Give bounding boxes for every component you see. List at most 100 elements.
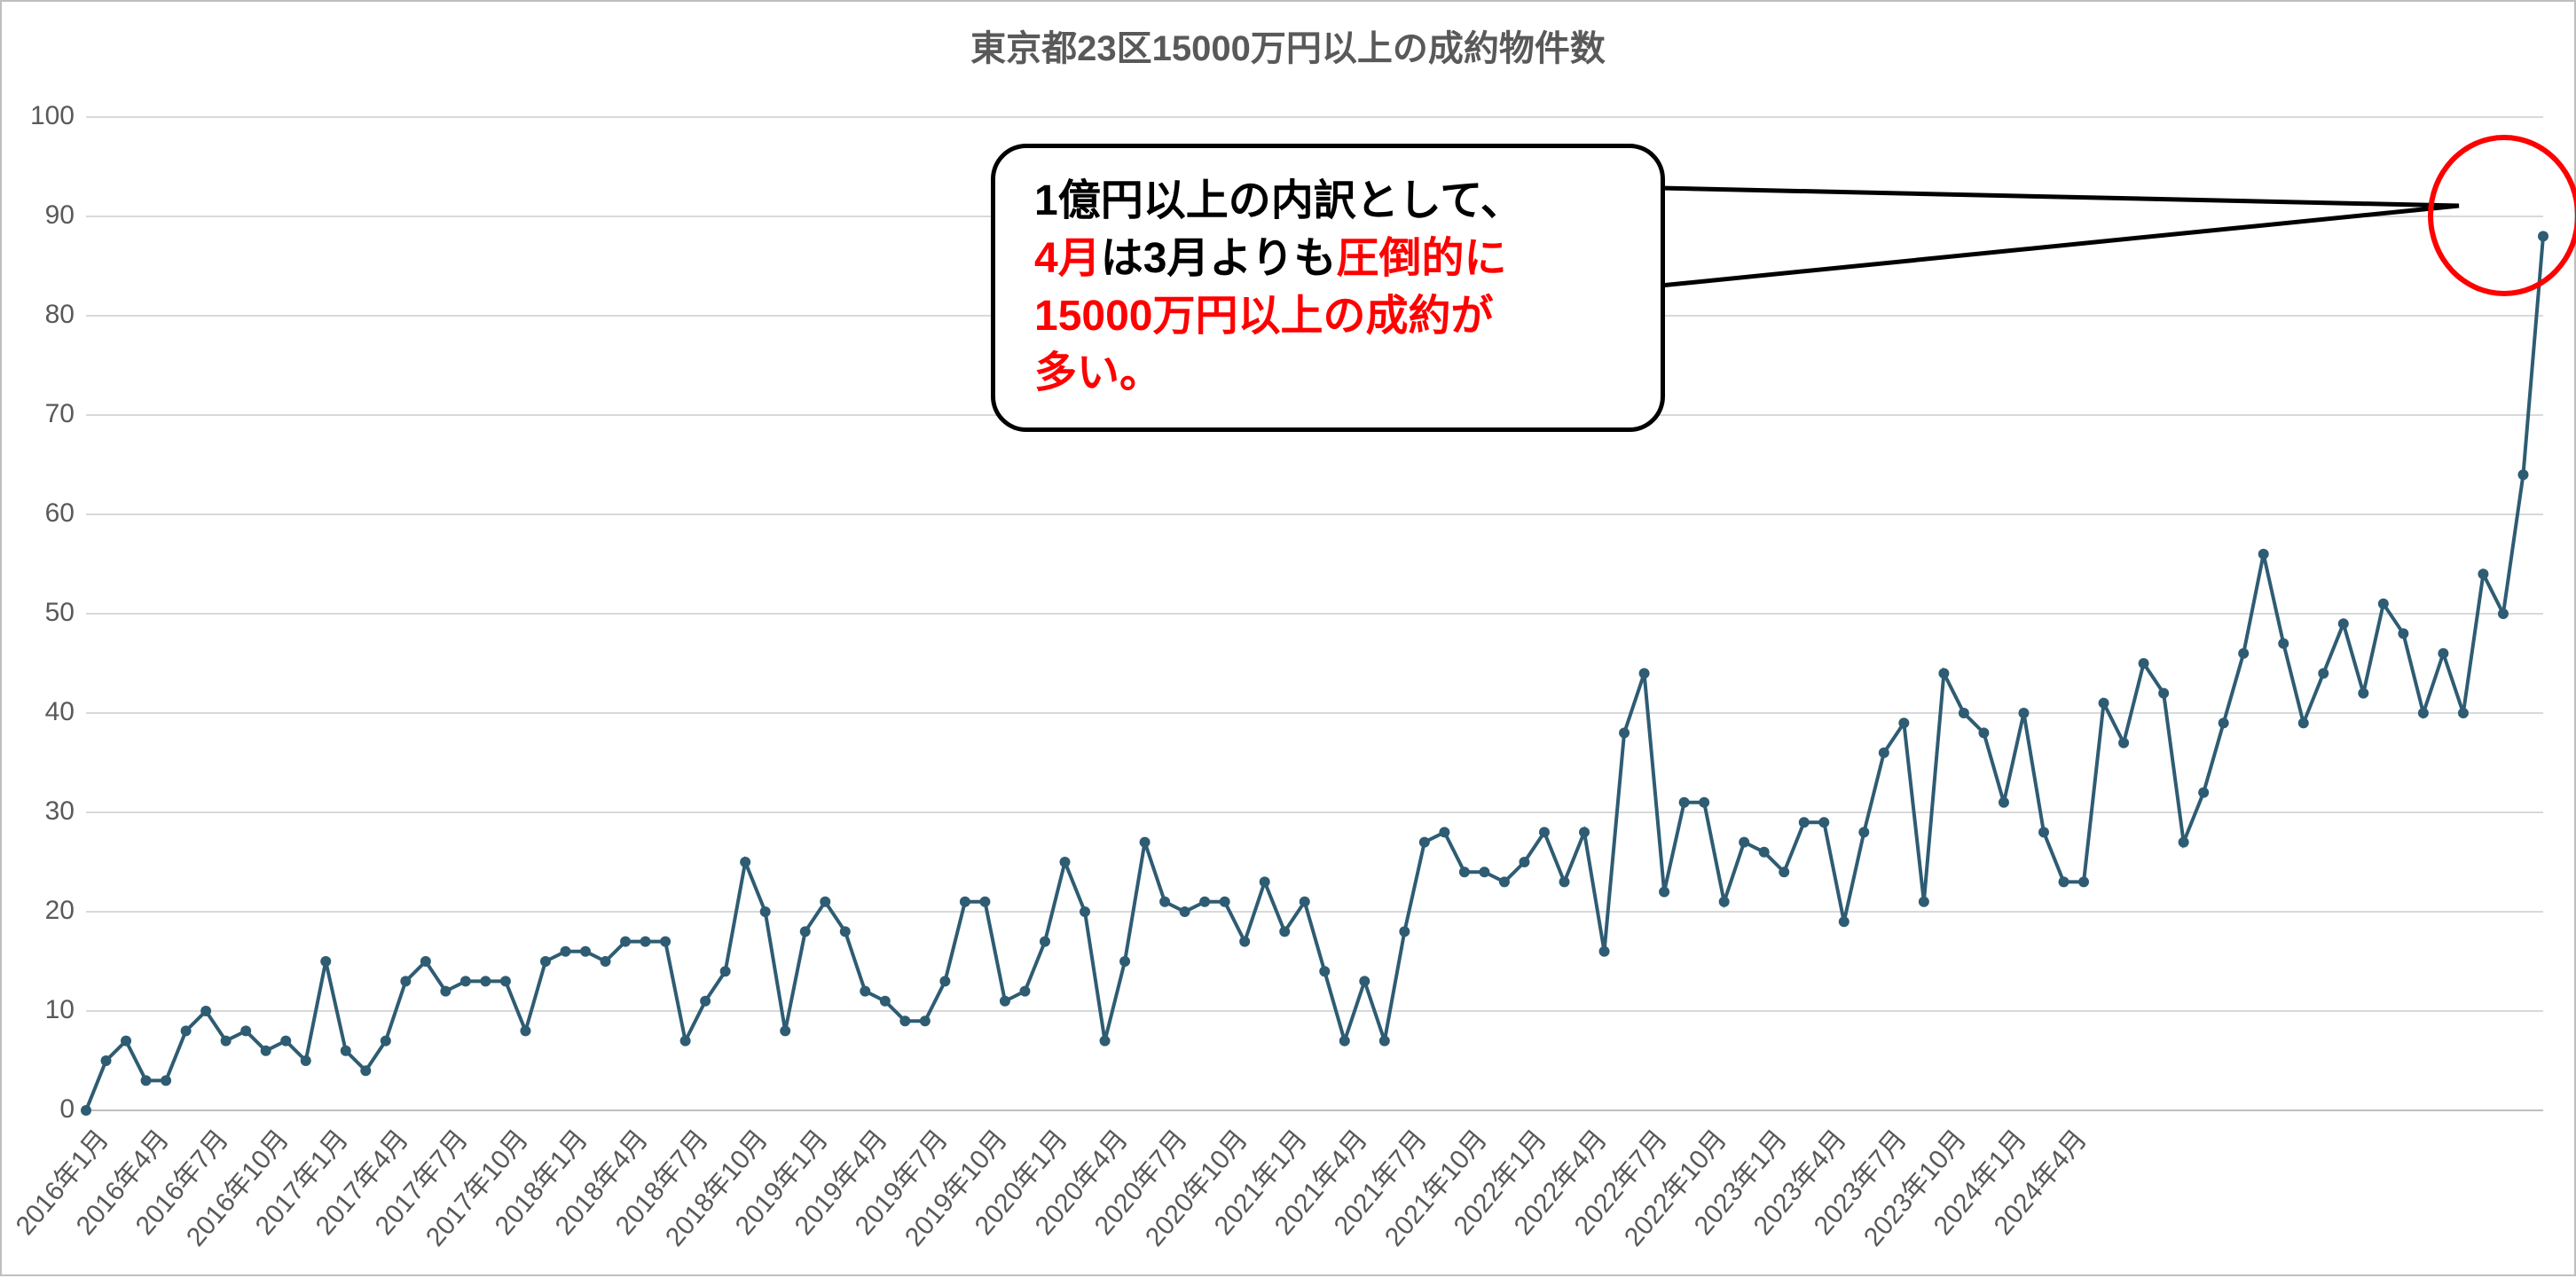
y-tick-label: 100 [12,101,75,131]
data-marker [1279,926,1290,937]
data-marker [1019,986,1030,997]
data-marker [2238,648,2249,659]
y-tick-label: 0 [12,1094,75,1125]
data-marker [700,996,711,1007]
y-tick-label: 30 [12,796,75,827]
data-marker [880,996,891,1007]
data-marker [500,976,511,986]
data-marker [101,1055,112,1066]
data-marker [2038,827,2049,837]
y-tick-label: 80 [12,300,75,330]
data-marker [960,897,970,907]
data-marker [2139,658,2149,669]
data-marker [560,946,570,957]
data-marker [1239,937,1250,947]
data-marker [2179,837,2189,848]
data-marker [520,1025,530,1036]
data-marker [2438,648,2448,659]
data-marker [1359,976,1370,986]
data-marker [360,1065,371,1076]
highlight-circle [2428,135,2576,296]
data-marker [381,1036,391,1047]
data-marker [1559,876,1570,887]
data-marker [979,897,990,907]
data-marker [341,1046,351,1056]
data-marker [2338,618,2349,629]
data-marker [2258,549,2269,560]
data-marker [1499,876,1510,887]
data-marker [840,926,851,937]
y-tick-label: 20 [12,896,75,926]
data-marker [1140,837,1151,848]
data-marker [2018,708,2029,718]
data-marker [1059,857,1070,867]
data-marker [1799,817,1810,827]
data-marker [420,956,431,967]
data-marker [2298,717,2309,728]
data-marker [1040,937,1050,947]
data-marker [81,1105,91,1116]
data-marker [1339,1036,1350,1047]
data-marker [800,926,811,937]
data-marker [1759,847,1770,858]
data-marker [760,906,771,917]
data-marker [320,956,331,967]
data-marker [1519,857,1529,867]
data-marker [1959,708,1969,718]
data-marker [780,1025,790,1036]
data-marker [141,1075,152,1086]
data-marker [1919,897,1929,907]
chart-container: 東京都23区15000万円以上の成約物件数 010203040506070809… [0,0,2576,1276]
data-marker [939,976,950,986]
data-marker [1579,827,1590,837]
data-marker [200,1006,211,1016]
data-marker [2517,469,2528,480]
data-marker [221,1036,232,1047]
data-marker [1858,827,1869,837]
data-marker [1319,966,1330,976]
data-marker [1779,866,1789,877]
data-marker [2278,639,2289,649]
data-marker [1479,866,1489,877]
data-marker [240,1025,251,1036]
data-marker [920,1015,931,1026]
data-marker [1300,897,1310,907]
data-marker [480,976,491,986]
data-marker [1399,926,1410,937]
callout-bubble: 1億円以上の内訳として、4月は3月よりも圧倒的に15000万円以上の成約が多い。 [991,144,1665,432]
data-marker [1539,827,1550,837]
data-marker [2478,568,2488,579]
data-marker [601,956,611,967]
data-marker [2118,738,2129,749]
data-marker [261,1046,271,1056]
data-marker [580,946,591,957]
data-marker [860,986,870,997]
data-marker [1159,897,1170,907]
data-marker [620,937,631,947]
data-marker [720,966,731,976]
data-marker [2358,688,2368,699]
data-marker [2219,717,2229,728]
data-marker [2498,608,2509,619]
data-marker [1260,876,1270,887]
data-marker [1000,996,1010,1007]
data-marker [1119,956,1130,967]
callout-text-run: は3月よりも [1101,235,1337,282]
data-marker [301,1055,311,1066]
data-marker [1999,797,2009,808]
data-marker [1639,668,1650,678]
data-marker [820,897,830,907]
data-marker [1938,668,1949,678]
y-tick-label: 10 [12,995,75,1025]
data-marker [1180,906,1190,917]
chart-title: 東京都23区15000万円以上の成約物件数 [2,20,2574,71]
data-marker [1879,748,1889,758]
data-marker [1978,727,1989,738]
data-marker [640,937,651,947]
callout-text-run: 4月 [1034,235,1101,282]
data-marker [2318,668,2329,678]
data-marker [1818,817,1829,827]
data-marker [1599,946,1610,957]
data-marker [2078,876,2089,887]
data-marker [1659,887,1669,898]
